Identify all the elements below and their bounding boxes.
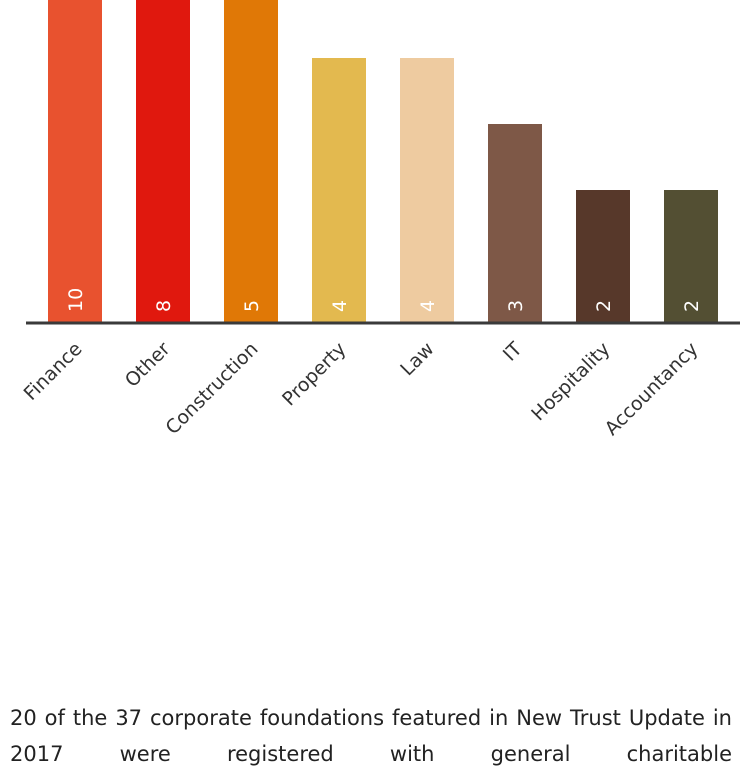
category-label-property: Property [278,338,350,410]
bars-layer [48,0,718,322]
value-label-finance: 10 [65,288,87,312]
value-labels-layer: 10 8 5 4 4 3 2 2 [65,288,703,312]
value-label-accountancy: 2 [681,300,703,312]
bar-finance [48,0,102,322]
value-label-law: 4 [417,300,439,312]
bar-property [312,58,366,322]
category-label-it: IT [499,338,527,366]
category-label-accountancy: Accountancy [601,338,703,440]
bar-hospitality [576,190,630,322]
bar-it [488,124,542,322]
category-label-construction: Construction [161,338,262,439]
value-label-hospitality: 2 [593,300,615,312]
value-label-it: 3 [505,300,527,312]
caption-text: 20 of the 37 corporate foundations featu… [10,706,732,766]
category-label-other: Other [121,338,175,392]
bar-other [136,0,190,322]
value-label-other: 8 [153,300,175,312]
category-label-hospitality: Hospitality [527,338,614,425]
category-label-finance: Finance [20,338,87,405]
bar-accountancy [664,190,718,322]
bar-law [400,58,454,322]
bar-construction [224,0,278,322]
value-label-construction: 5 [241,300,263,312]
category-label-law: Law [396,338,438,380]
value-label-property: 4 [329,300,351,312]
